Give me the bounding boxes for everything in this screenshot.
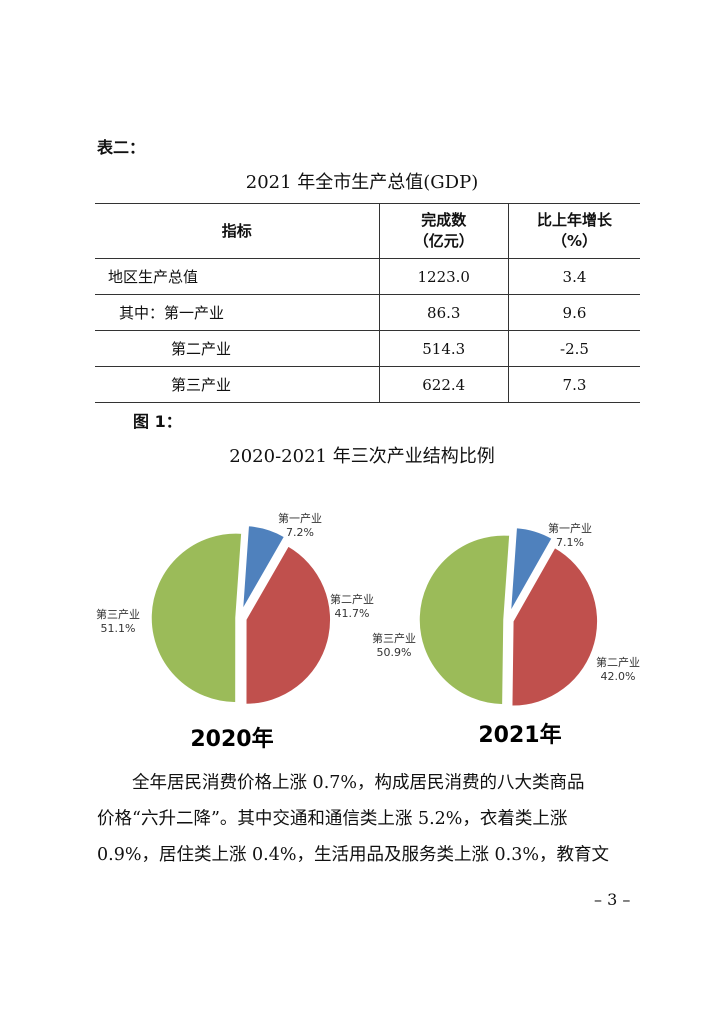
row-name: 第二产业 — [95, 330, 380, 367]
row-growth: -2.5 — [507, 330, 640, 367]
row-value: 86.3 — [378, 294, 509, 331]
page-number: – 3 – — [594, 890, 631, 909]
paragraph-line: 全年居民消费价格上涨 0.7%，构成居民消费的八大类商品 — [132, 773, 585, 793]
pie-value-label: 41.7% — [335, 607, 370, 620]
row-value: 1223.0 — [378, 258, 509, 295]
pie-year-title: 2021年 — [478, 722, 561, 748]
pie-slice — [244, 544, 332, 706]
figure-label: 图 1： — [133, 412, 182, 431]
gdp-table: 指标 完成数 （亿元） 比上年增长 （%） 地区生产总值 1223.0 3.4 其中… — [95, 203, 640, 403]
row-growth: 9.6 — [507, 294, 640, 331]
pie-category-label: 第一产业 — [548, 521, 592, 535]
pie-slice — [418, 534, 511, 706]
pie-category-label: 第一产业 — [278, 511, 322, 525]
table-row: 第二产业 514.3 -2.5 — [95, 330, 640, 367]
header-indicator: 指标 — [95, 203, 380, 259]
table-label: 表二： — [97, 138, 146, 157]
pie-slice — [150, 532, 243, 704]
row-name: 其中：第一产业 — [95, 294, 380, 331]
pie-slice — [509, 526, 554, 613]
paragraph-line: 0.9%，居住类上涨 0.4%，生活用品及服务类上涨 0.3%，教育文 — [97, 845, 610, 865]
pie-value-label: 50.9% — [377, 646, 412, 659]
pie-slice — [241, 524, 286, 611]
body-paragraph: 全年居民消费价格上涨 0.7%，构成居民消费的八大类商品 价格“六升二降”。其中… — [97, 765, 637, 873]
figure-title: 2020-2021 年三次产业结构比例 — [229, 446, 495, 467]
pie-category-label: 第三产业 — [96, 607, 140, 621]
pie-category-label: 第二产业 — [330, 592, 374, 606]
table-header-row: 指标 完成数 （亿元） 比上年增长 （%） — [95, 203, 640, 259]
row-name: 地区生产总值 — [95, 258, 380, 295]
header-value: 完成数 （亿元） — [378, 203, 509, 259]
table-title: 2021 年全市生产总值(GDP) — [245, 172, 479, 193]
pie-slice — [510, 546, 599, 708]
pie-value-label: 51.1% — [101, 622, 136, 635]
row-growth: 3.4 — [507, 258, 640, 295]
pie-category-label: 第二产业 — [596, 655, 640, 669]
pie-category-label: 第三产业 — [372, 631, 416, 645]
row-value: 514.3 — [378, 330, 509, 367]
row-growth: 7.3 — [507, 366, 640, 403]
header-growth: 比上年增长 （%） — [507, 203, 640, 259]
pie-value-label: 7.1% — [556, 536, 584, 549]
paragraph-line: 价格“六升二降”。其中交通和通信类上涨 5.2%，衣着类上涨 — [97, 809, 568, 829]
table-row: 地区生产总值 1223.0 3.4 — [95, 258, 640, 295]
table-row: 第三产业 622.4 7.3 — [95, 366, 640, 403]
pie-year-title: 2020年 — [190, 726, 273, 752]
table-row: 其中：第一产业 86.3 9.6 — [95, 294, 640, 331]
pie-value-label: 42.0% — [601, 670, 636, 683]
pie-value-label: 7.2% — [286, 526, 314, 539]
row-value: 622.4 — [378, 366, 509, 403]
row-name: 第三产业 — [95, 366, 380, 403]
